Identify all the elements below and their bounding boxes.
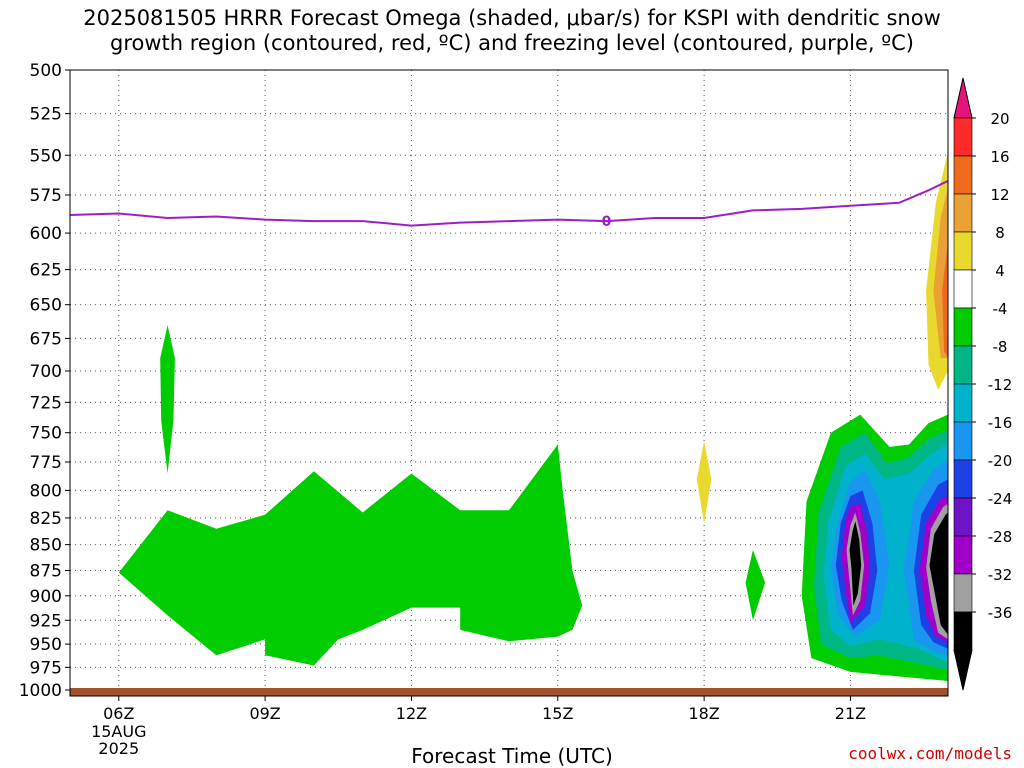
y-tick-label: 950 [30, 635, 62, 655]
omega-region [118, 444, 583, 666]
y-tick-label: 700 [30, 362, 62, 382]
x-tick-label: 12Z [396, 704, 427, 723]
colorbar-label: 16 [990, 148, 1009, 166]
colorbar-swatch [953, 611, 973, 651]
colorbar-swatch [953, 345, 973, 385]
colorbar-top-arrow [953, 77, 973, 119]
colorbar-swatch [953, 383, 973, 423]
y-tick-label: 825 [30, 509, 62, 529]
y-tick-label: 500 [30, 61, 62, 81]
y-tick-label: 750 [30, 424, 62, 444]
x-tick-label: 18Z [688, 704, 719, 723]
colorbar-swatch [953, 421, 973, 461]
omega-region [745, 549, 766, 621]
colorbar-swatch [953, 535, 973, 575]
colorbar-label: -20 [988, 452, 1013, 470]
y-tick-label: 525 [30, 105, 62, 125]
colorbar-label: -24 [988, 490, 1013, 508]
freezing-level-line [70, 179, 948, 227]
colorbar-swatch [953, 231, 973, 271]
y-tick-label: 925 [30, 611, 62, 631]
colorbar-label: -12 [988, 376, 1013, 394]
pressure-axis: 500 525 550 575 600 625 650 675 700 725 750 775 800 8… [19, 61, 70, 701]
y-tick-label: 600 [30, 224, 62, 244]
colorbar-swatch [953, 307, 973, 347]
title-line-2: growth region (contoured, red, ºC) and f… [110, 31, 914, 55]
colorbar-label: -32 [988, 566, 1013, 584]
colorbar-label: -36 [988, 604, 1013, 622]
omega-region [849, 521, 862, 606]
colorbar-swatch [953, 459, 973, 499]
x-axis-label: Forecast Time (UTC) [411, 744, 613, 768]
colorbar-label: -8 [993, 338, 1008, 356]
ground-strip [70, 688, 948, 696]
y-tick-label: 775 [30, 453, 62, 473]
colorbar-bottom-arrow [953, 649, 973, 691]
plot-border [69, 69, 949, 697]
omega-region [696, 441, 712, 524]
omega-shading [118, 152, 948, 681]
chart-title: 2025081505 HRRR Forecast Omega (shaded, … [0, 6, 1024, 56]
omega-region [160, 325, 175, 474]
ground-surface [70, 688, 948, 696]
freezing-level-label: 0 [602, 214, 612, 230]
x-tick-label: 21Z [835, 704, 866, 723]
x-tick-label: 09Z [249, 704, 280, 723]
colorbar-label: -28 [988, 528, 1013, 546]
colorbar-swatch [953, 573, 973, 613]
x-tick-label: 15Z [542, 704, 573, 723]
x-date-label: 2025 [98, 739, 139, 758]
y-tick-label: 900 [30, 587, 62, 607]
colorbar-swatch [953, 269, 973, 309]
colorbar-label: 4 [995, 262, 1005, 280]
x-date-label: 15AUG [91, 722, 146, 741]
colorbar-label: -16 [988, 414, 1013, 432]
colorbar-swatch [953, 193, 973, 233]
y-tick-label: 1000 [19, 681, 62, 701]
y-tick-label: 875 [30, 562, 62, 582]
y-tick-label: 725 [30, 393, 62, 413]
title-line-1: 2025081505 HRRR Forecast Omega (shaded, … [83, 6, 941, 30]
colorbar-label: 20 [990, 110, 1009, 128]
y-tick-label: 625 [30, 261, 62, 281]
colorbar-swatch [953, 497, 973, 537]
y-tick-label: 850 [30, 536, 62, 556]
watermark: coolwx.com/models [848, 744, 1012, 763]
y-tick-label: 575 [30, 186, 62, 206]
y-tick-label: 975 [30, 658, 62, 678]
colorbar-label: 8 [995, 224, 1005, 242]
freezing-level-contour: 0 [70, 179, 948, 230]
colorbar-swatch [953, 155, 973, 195]
y-tick-label: 675 [30, 329, 62, 349]
omega-region [942, 240, 948, 359]
y-tick-label: 800 [30, 481, 62, 501]
colorbar-label: 12 [990, 186, 1009, 204]
colorbar-swatch [953, 117, 973, 157]
colorbar-label: -4 [993, 300, 1008, 318]
x-tick-label: 06Z [103, 704, 134, 723]
colorbar: 20 16 12 8 4 -4 -8 -12 -16 -20 -24 -28 -32 -36 [953, 77, 1013, 691]
y-tick-label: 650 [30, 296, 62, 316]
omega-region [929, 512, 948, 635]
y-tick-label: 550 [30, 146, 62, 166]
